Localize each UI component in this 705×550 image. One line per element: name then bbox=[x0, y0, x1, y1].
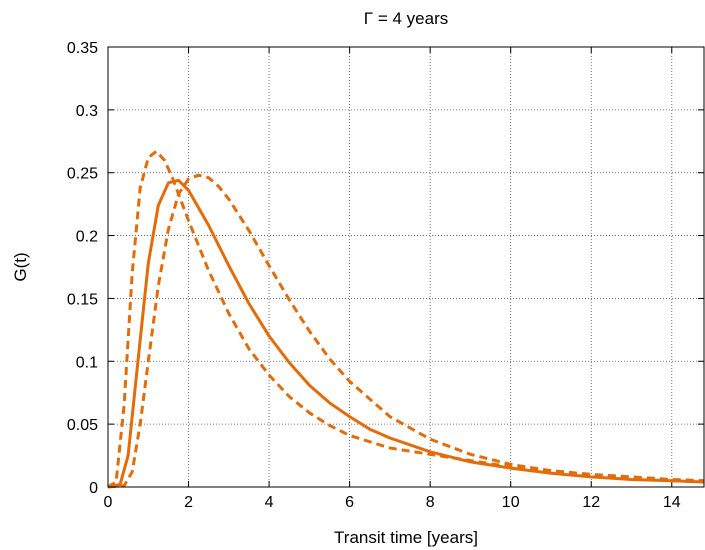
series-layer bbox=[107, 149, 705, 489]
y-tick-label: 0.1 bbox=[76, 354, 98, 371]
series-line-3 bbox=[107, 173, 705, 489]
x-tick-label: 8 bbox=[426, 494, 435, 511]
grid bbox=[108, 47, 704, 487]
y-tick-label: 0.3 bbox=[76, 103, 98, 120]
x-tick-label: 6 bbox=[345, 494, 354, 511]
x-axis-title: Transit time [years] bbox=[334, 528, 478, 547]
x-tick-label: 4 bbox=[265, 494, 274, 511]
y-axis-title: G(t) bbox=[11, 252, 30, 281]
y-tick-label: 0.35 bbox=[67, 40, 98, 57]
y-tick-label: 0.25 bbox=[67, 166, 98, 183]
y-tick-label: 0.15 bbox=[67, 291, 98, 308]
x-tick-label: 0 bbox=[104, 494, 113, 511]
x-tick-label: 2 bbox=[184, 494, 193, 511]
x-tick-label: 10 bbox=[502, 494, 520, 511]
plot-frame bbox=[107, 46, 705, 488]
x-tick-label: 14 bbox=[663, 494, 681, 511]
series-line-1 bbox=[107, 178, 705, 489]
ticks bbox=[107, 46, 704, 488]
x-tick-label: 12 bbox=[582, 494, 600, 511]
chart-title: Γ = 4 years bbox=[364, 9, 449, 28]
y-tick-label: 0.2 bbox=[76, 229, 98, 246]
tick-labels: 0 2 4 6 8 10 12 14 0 0.05 0.1 0.15 0.2 0.25 0.3 0.35 bbox=[67, 40, 681, 511]
series-line-2 bbox=[107, 149, 705, 489]
y-tick-label: 0 bbox=[89, 480, 98, 497]
y-tick-label: 0.05 bbox=[67, 417, 98, 434]
